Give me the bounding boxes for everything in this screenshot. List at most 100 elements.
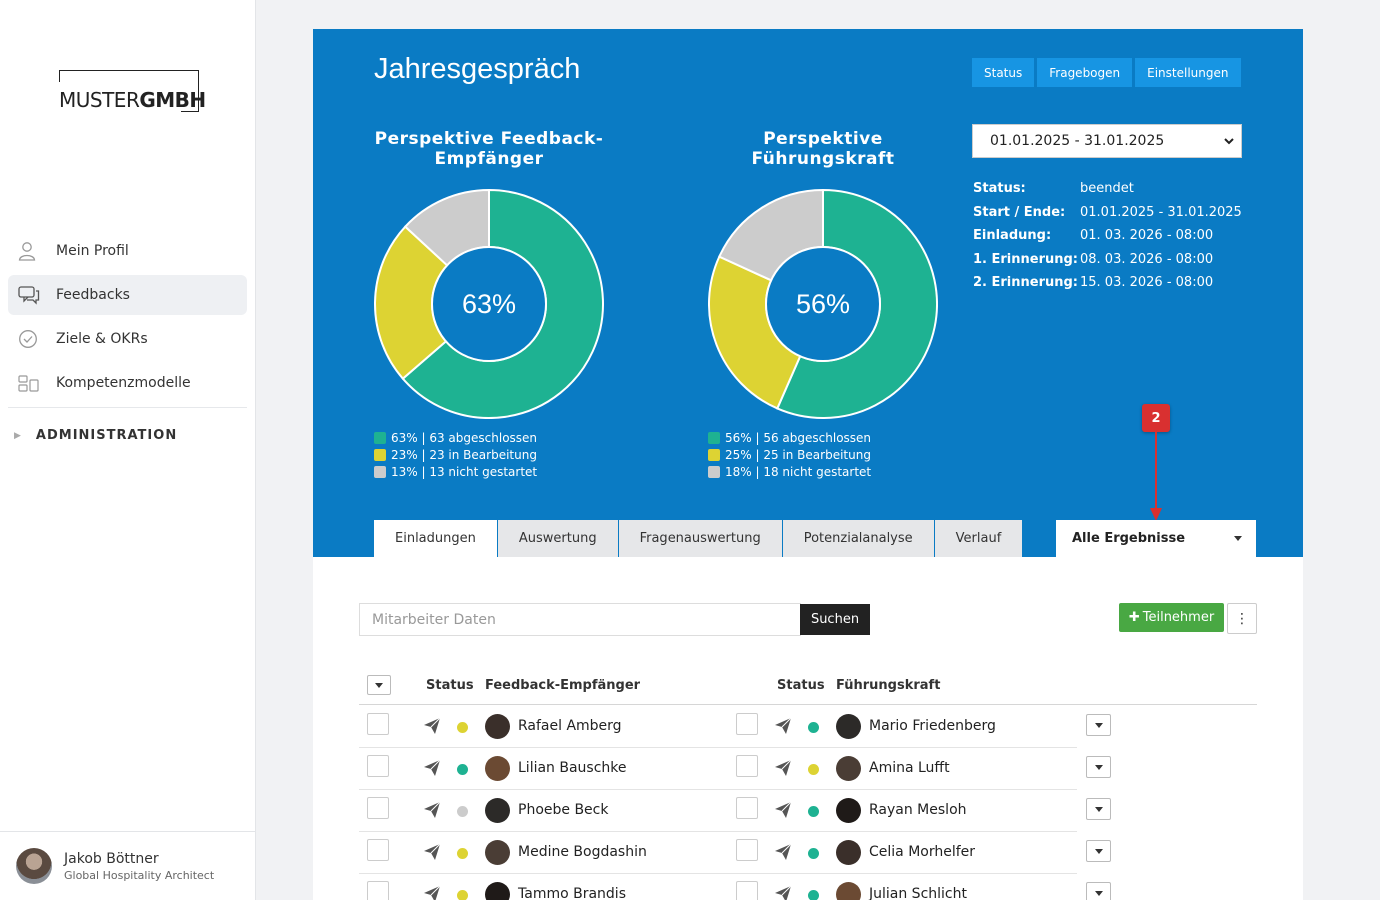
sidebar-item-label: Feedbacks (56, 287, 130, 303)
leader-name[interactable]: Julian Schlicht (869, 886, 967, 900)
legend-item: 25% | 25 in Bearbeitung (708, 446, 871, 463)
tab-einladungen[interactable]: Einladungen (374, 520, 497, 557)
row-checkbox-recipient[interactable] (367, 881, 389, 900)
sidebar-item-kompetenzmodelle[interactable]: Kompetenzmodelle (8, 363, 247, 403)
row-checkbox-leader[interactable] (736, 797, 758, 819)
logo-text-light: MUSTER (59, 88, 140, 112)
chat-icon (8, 285, 48, 305)
status-dot (457, 848, 468, 859)
sidebar-item-mein-profil[interactable]: Mein Profil (8, 231, 247, 271)
row-checkbox-recipient[interactable] (367, 755, 389, 777)
chevron-down-icon (1224, 138, 1234, 145)
row-actions-dropdown[interactable] (1086, 756, 1111, 778)
status-dot (457, 764, 468, 775)
info-key: 2. Erinnerung: (973, 275, 1079, 291)
sidebar-item-label: Mein Profil (56, 243, 129, 259)
select-all-dropdown[interactable] (367, 675, 391, 695)
search-input[interactable]: Mitarbeiter Daten (359, 603, 801, 636)
send-icon[interactable] (423, 801, 441, 823)
user-icon (8, 241, 48, 261)
row-actions-dropdown[interactable] (1086, 882, 1111, 900)
results-filter-select[interactable]: Alle Ergebnisse (1056, 520, 1256, 557)
row-checkbox-recipient[interactable] (367, 839, 389, 861)
status-dot (808, 722, 819, 733)
caret-down-icon (375, 683, 383, 688)
row-checkbox-recipient[interactable] (367, 713, 389, 735)
send-icon[interactable] (774, 717, 792, 739)
chart-title-line: Empfänger (434, 149, 544, 169)
info-value: 01. 03. 2026 - 08:00 (1080, 228, 1214, 244)
row-divider (359, 873, 1077, 874)
donut-center-label: 56% (796, 289, 850, 319)
legend-item: 18% | 18 nicht gestartet (708, 463, 871, 480)
recipient-name[interactable]: Phoebe Beck (518, 802, 609, 818)
legend-swatch (374, 431, 386, 444)
user-role: Global Hospitality Architect (64, 868, 215, 882)
info-row: Start / Ende: 01.01.2025 - 31.01.2025 (973, 201, 1242, 225)
tab-verlauf[interactable]: Verlauf (934, 520, 1023, 557)
leader-name[interactable]: Amina Lufft (869, 760, 950, 776)
info-value: 15. 03. 2026 - 08:00 (1080, 275, 1214, 291)
send-icon[interactable] (774, 801, 792, 823)
send-icon[interactable] (774, 759, 792, 781)
row-checkbox-recipient[interactable] (367, 797, 389, 819)
recipient-name[interactable]: Medine Bogdashin (518, 844, 647, 860)
send-icon[interactable] (423, 885, 441, 900)
row-divider (359, 747, 1077, 748)
avatar (836, 798, 861, 823)
send-icon[interactable] (423, 759, 441, 781)
status-dot (808, 806, 819, 817)
tab-auswertung[interactable]: Auswertung (497, 520, 618, 557)
legend-item: 63% | 63 abgeschlossen (374, 429, 537, 446)
sidebar-item-feedbacks[interactable]: Feedbacks (8, 275, 247, 315)
tab-potenzialanalyse[interactable]: Potenzialanalyse (782, 520, 934, 557)
sidebar-item-ziele-okrs[interactable]: Ziele & OKRs (8, 319, 247, 359)
info-key: 1. Erinnerung: (973, 251, 1079, 267)
legend-item: 56% | 56 abgeschlossen (708, 429, 871, 446)
info-list: Status: beendet Start / Ende: 01.01.2025 -… (973, 177, 1242, 295)
sidebar-section-administration[interactable]: ▶ ADMINISTRATION (14, 428, 177, 443)
caret-down-icon (1095, 765, 1103, 770)
donut-hole (765, 246, 881, 362)
legend-recipient: 63% | 63 abgeschlossen 23% | 23 in Bearb… (374, 429, 537, 480)
date-range-select[interactable]: 01.01.2025 - 31.01.2025 (972, 124, 1242, 158)
logo-text-bold: GMBH (139, 88, 206, 112)
send-icon[interactable] (423, 717, 441, 739)
legend-swatch (708, 465, 720, 478)
fragebogen-button[interactable]: Fragebogen (1037, 58, 1133, 87)
chevron-right-icon: ▶ (14, 430, 22, 441)
company-logo[interactable]: MUSTERGMBH (59, 70, 206, 112)
row-divider (359, 831, 1077, 832)
row-actions-dropdown[interactable] (1086, 714, 1111, 736)
recipient-name[interactable]: Lilian Bauschke (518, 760, 627, 776)
user-profile[interactable]: Jakob Böttner Global Hospitality Archite… (0, 831, 255, 900)
legend-label: 13% | 13 nicht gestartet (391, 464, 538, 479)
search-button[interactable]: Suchen (800, 604, 870, 635)
info-key: Status: (973, 181, 1026, 197)
recipient-name[interactable]: Tammo Brandis (518, 886, 626, 900)
tab-fragenauswertung[interactable]: Fragenauswertung (618, 520, 782, 557)
row-checkbox-leader[interactable] (736, 713, 758, 735)
avatar (16, 848, 52, 884)
leader-name[interactable]: Rayan Mesloh (869, 802, 967, 818)
avatar (836, 882, 861, 900)
date-range-value: 01.01.2025 - 31.01.2025 (990, 133, 1165, 149)
send-icon[interactable] (774, 885, 792, 900)
send-icon[interactable] (774, 843, 792, 865)
send-icon[interactable] (423, 843, 441, 865)
legend-swatch (708, 448, 720, 461)
row-checkbox-leader[interactable] (736, 881, 758, 900)
recipient-name[interactable]: Rafael Amberg (518, 718, 622, 734)
status-button[interactable]: Status (972, 58, 1035, 87)
einstellungen-button[interactable]: Einstellungen (1135, 58, 1241, 87)
row-actions-dropdown[interactable] (1086, 840, 1111, 862)
row-checkbox-leader[interactable] (736, 839, 758, 861)
row-actions-dropdown[interactable] (1086, 798, 1111, 820)
caret-down-icon (1095, 807, 1103, 812)
leader-name[interactable]: Mario Friedenberg (869, 718, 996, 734)
more-options-button[interactable]: ⋮ (1227, 603, 1257, 634)
leader-name[interactable]: Celia Morhelfer (869, 844, 976, 860)
row-checkbox-leader[interactable] (736, 755, 758, 777)
legend-label: 63% | 63 abgeschlossen (391, 430, 538, 445)
add-participant-button[interactable]: ✚ Teilnehmer (1119, 603, 1224, 632)
